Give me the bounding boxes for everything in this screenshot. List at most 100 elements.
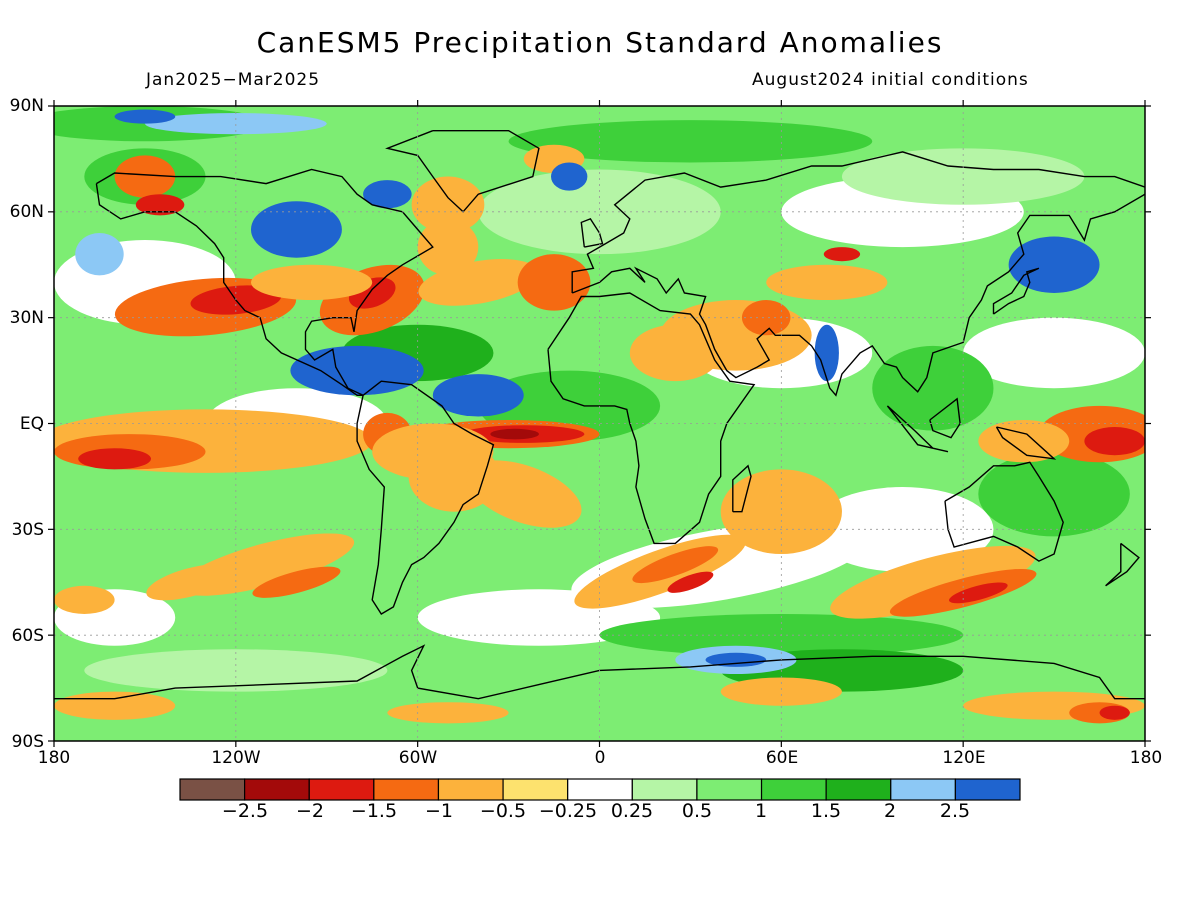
- anomaly-patch: [78, 448, 151, 470]
- lon-label-0: 0: [594, 748, 606, 768]
- colorbar-label: 1.5: [810, 800, 842, 822]
- anomaly-patch: [766, 264, 888, 301]
- coastlines: [54, 130, 1145, 700]
- colorbar-swatch: [437, 778, 504, 801]
- colorbar-swatch: [244, 778, 310, 801]
- colorbar-label: 1: [754, 800, 768, 822]
- colorbar-label: −2.5: [221, 800, 269, 822]
- anomaly-patch: [363, 180, 412, 209]
- anomaly-patch: [830, 545, 1036, 619]
- anomaly-patch: [1008, 236, 1100, 293]
- anomaly-patch: [387, 702, 509, 724]
- coastline: [886, 405, 949, 453]
- colorbar-label: −0.5: [479, 800, 527, 822]
- anomaly-patch: [1084, 427, 1145, 456]
- colorbar-label: 0.25: [610, 800, 654, 822]
- anomaly-patch: [629, 324, 721, 382]
- colorbar-label: 0.5: [681, 800, 713, 822]
- anomaly-patch: [432, 374, 524, 417]
- anomaly-patch: [720, 677, 842, 706]
- colorbar-label: −2: [295, 800, 324, 822]
- colorbar-swatch: [954, 778, 1021, 801]
- lon-label-60e: 60E: [765, 748, 799, 768]
- anomaly-patch: [290, 345, 424, 396]
- anomaly-patch: [411, 176, 485, 233]
- anomaly-patch: [978, 419, 1070, 463]
- coastline: [571, 151, 1145, 293]
- anomaly-patch: [705, 652, 767, 667]
- anomaly-patch: [490, 428, 539, 440]
- anomaly-patch: [252, 566, 341, 598]
- axis-ticks: [48, 100, 1151, 747]
- coastline: [95, 168, 434, 396]
- anomaly-patch: [135, 194, 185, 216]
- anomaly-patch: [1099, 705, 1130, 720]
- colorbar-label: 2.5: [939, 800, 971, 822]
- anomaly-patch: [75, 233, 124, 276]
- colorbar-swatch: [696, 778, 763, 801]
- map-title: CanESM5 Precipitation Standard Anomalies: [256, 26, 944, 59]
- anomaly-patches: [54, 106, 1145, 724]
- coastline: [732, 464, 752, 513]
- period-label: Jan2025−Mar2025: [146, 70, 321, 90]
- anomaly-patch: [872, 345, 994, 431]
- anomaly-patch: [250, 201, 342, 258]
- coastline: [54, 644, 1145, 700]
- anomaly-patch: [720, 469, 842, 555]
- anomaly-patch: [963, 317, 1145, 389]
- anomaly-patch: [250, 264, 373, 301]
- lon-label-120e: 120E: [942, 748, 986, 768]
- anomaly-patch: [632, 546, 719, 584]
- anomaly-patch: [417, 218, 479, 276]
- initial-conditions-label: August2024 initial conditions: [752, 70, 1029, 90]
- lat-label-90s: 90S: [11, 732, 44, 752]
- anomaly-patch: [114, 109, 176, 124]
- anomaly-patch: [741, 300, 791, 336]
- coastline: [995, 426, 1057, 460]
- lon-label-60w: 60W: [398, 748, 438, 768]
- colorbar-swatch: [502, 778, 569, 801]
- colorbar-label: −1.5: [350, 800, 398, 822]
- colorbar: [179, 778, 1021, 801]
- gridlines: [54, 106, 1145, 741]
- colorbar-swatch: [567, 778, 633, 801]
- lat-label-60n: 60N: [9, 202, 44, 222]
- colorbar-label: −1: [424, 800, 453, 822]
- coastline: [1105, 542, 1140, 587]
- anomaly-patch: [146, 564, 235, 601]
- anomaly-patch: [465, 460, 582, 528]
- anomaly-patch: [114, 155, 176, 198]
- anomaly-patch: [478, 169, 721, 255]
- lon-label-120w: 120W: [211, 748, 261, 768]
- anomaly-patch: [54, 691, 176, 720]
- anomaly-patch: [811, 486, 994, 572]
- colorbar-swatch: [308, 778, 375, 801]
- coastline: [547, 292, 756, 545]
- coastline: [944, 461, 1064, 562]
- colorbar-swatch: [179, 778, 246, 801]
- colorbar-label: −0.25: [538, 800, 598, 822]
- colorbar-swatch: [890, 778, 956, 801]
- anomaly-patch: [551, 162, 588, 191]
- anomaly-patch: [841, 148, 1085, 205]
- colorbar-swatch: [631, 778, 698, 801]
- anomaly-patch: [54, 585, 115, 615]
- lon-label-180w: 180: [37, 748, 71, 768]
- coastline: [929, 397, 961, 439]
- colorbar-swatch: [825, 778, 892, 801]
- anomaly-patch: [814, 324, 839, 382]
- lat-label-eq: EQ: [19, 414, 44, 434]
- colorbar-swatch: [373, 778, 440, 801]
- anomaly-field: [54, 106, 1145, 741]
- coastline: [571, 193, 1145, 397]
- lat-label-30n: 30N: [9, 308, 44, 328]
- anomaly-patch: [144, 113, 327, 135]
- anomaly-patch: [667, 571, 714, 593]
- colorbar-label: 2: [883, 800, 897, 822]
- anomaly-patch: [978, 451, 1130, 537]
- lat-label-90n: 90N: [9, 96, 44, 116]
- lat-label-30s: 30S: [11, 520, 44, 540]
- lon-label-180e: 180: [1129, 748, 1163, 768]
- anomaly-patch: [948, 582, 1008, 604]
